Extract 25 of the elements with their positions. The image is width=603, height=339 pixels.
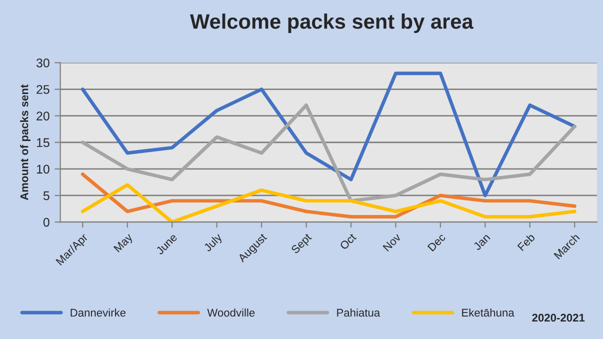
x-tick-label: Dec — [427, 232, 446, 252]
x-tick-label: May — [113, 232, 135, 254]
y-tick-label: 10 — [36, 164, 50, 174]
x-tick-label: Feb — [516, 232, 536, 252]
x-tick-label: Jan — [472, 233, 490, 251]
y-tick-label: 15 — [36, 138, 50, 148]
chart-title: Welcome packs sent by area — [190, 14, 474, 33]
x-tick-label: July — [202, 232, 224, 254]
x-tick-label: Oct — [339, 232, 357, 250]
line-series — [80, 183, 576, 222]
y-tick-label: 5 — [43, 191, 50, 200]
legend-label: Dannevirke — [70, 308, 126, 317]
y-tick-label: 25 — [36, 85, 50, 94]
legend-label: Pahiatua — [337, 308, 380, 317]
line-series — [80, 72, 576, 198]
y-tick-label: 0 — [43, 218, 50, 227]
legend-label: Eketāhuna — [462, 308, 514, 317]
line-series — [80, 172, 576, 218]
line-series — [80, 103, 576, 203]
legend-label: Woodville — [207, 308, 255, 317]
x-tick-label: Nov — [382, 232, 402, 252]
y-tick-label: 30 — [36, 58, 50, 68]
y-tick-label: 20 — [36, 112, 50, 120]
text: 2020-2021 — [532, 314, 585, 322]
y-axis-title: Amount of packs sent — [20, 84, 30, 200]
